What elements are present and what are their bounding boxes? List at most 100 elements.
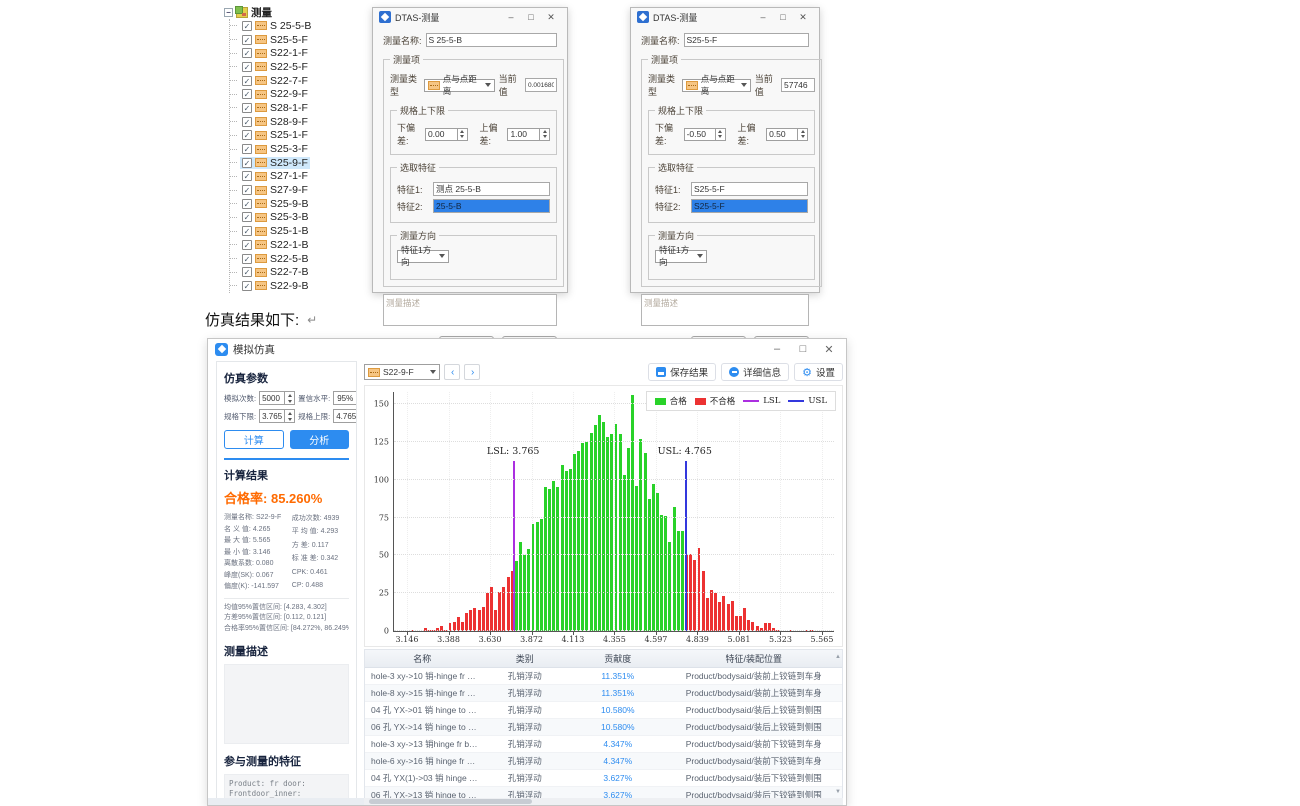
tree-item[interactable]: ✓S27-9-F xyxy=(230,183,359,197)
tree-item[interactable]: ✓S27-1-F xyxy=(230,170,359,184)
checkbox-checked-icon[interactable]: ✓ xyxy=(242,254,252,264)
checkbox-checked-icon[interactable]: ✓ xyxy=(242,144,252,154)
maximize-icon[interactable] xyxy=(793,343,813,356)
tree-item[interactable]: ✓S25-5-F xyxy=(230,33,359,47)
calculate-button[interactable]: 计算 xyxy=(224,430,284,449)
table-header-cell[interactable]: 类别 xyxy=(479,652,570,665)
measure-name-input[interactable] xyxy=(684,33,809,47)
spinner-arrows-icon[interactable] xyxy=(797,129,807,140)
table-row[interactable]: 04 孔 YX->01 销 hinge to bo...孔销浮动10.580%P… xyxy=(365,702,842,719)
settings-button[interactable]: 设置 xyxy=(794,363,843,381)
maximize-icon[interactable] xyxy=(521,12,541,23)
table-header-cell[interactable]: 特征/装配位置 xyxy=(665,652,841,665)
checkbox-checked-icon[interactable]: ✓ xyxy=(242,185,252,195)
close-icon[interactable] xyxy=(793,12,813,23)
tree-item[interactable]: ✓S 25-5-B xyxy=(230,19,359,33)
dialog-titlebar[interactable]: DTAS-测量 xyxy=(631,8,819,26)
tree-item[interactable]: ✓S22-7-F xyxy=(230,74,359,88)
runs-spinner[interactable]: 5000 xyxy=(259,391,295,405)
checkbox-checked-icon[interactable]: ✓ xyxy=(242,62,252,72)
table-row[interactable]: 06 孔 YX->13 销 hinge to bo...孔销浮动3.627%Pr… xyxy=(365,787,842,798)
spinner-arrows-icon[interactable] xyxy=(284,392,294,404)
prev-measure-button[interactable]: ‹ xyxy=(444,364,460,380)
tree-item[interactable]: ✓S25-3-B xyxy=(230,211,359,225)
table-header-cell[interactable]: 贡献度 xyxy=(570,652,665,665)
checkbox-checked-icon[interactable]: ✓ xyxy=(242,199,252,209)
checkbox-checked-icon[interactable]: ✓ xyxy=(242,130,252,140)
table-row[interactable]: 04 孔 YX(1)->03 销 hinge to ...孔销浮动3.627%P… xyxy=(365,770,842,787)
spinner-arrows-icon[interactable] xyxy=(284,410,294,422)
next-measure-button[interactable]: › xyxy=(464,364,480,380)
spec-lower-spinner[interactable]: 3.765 xyxy=(259,409,295,423)
measure-description-input[interactable] xyxy=(641,294,809,326)
checkbox-checked-icon[interactable]: ✓ xyxy=(242,240,252,250)
feature1-field[interactable] xyxy=(433,182,550,196)
checkbox-checked-icon[interactable]: ✓ xyxy=(242,48,252,58)
table-row[interactable]: hole-3 xy->10 销-hinge fr bo...孔销浮动11.351… xyxy=(365,668,842,685)
spinner-arrows-icon[interactable] xyxy=(715,129,725,140)
lower-deviation-spinner[interactable]: -0.50 xyxy=(684,128,726,141)
checkbox-checked-icon[interactable]: ✓ xyxy=(242,212,252,222)
tree-root-node[interactable]: − 测量 xyxy=(224,5,359,19)
scroll-down-icon[interactable]: ▼ xyxy=(835,789,841,795)
checkbox-checked-icon[interactable]: ✓ xyxy=(242,76,252,86)
checkbox-checked-icon[interactable]: ✓ xyxy=(242,117,252,127)
checkbox-checked-icon[interactable]: ✓ xyxy=(242,226,252,236)
feature2-field[interactable] xyxy=(433,199,550,213)
measure-type-select[interactable]: 点与点距离 xyxy=(424,79,495,92)
checkbox-checked-icon[interactable]: ✓ xyxy=(242,35,252,45)
checkbox-checked-icon[interactable]: ✓ xyxy=(242,267,252,277)
horizontal-scrollbar[interactable] xyxy=(364,798,843,805)
checkbox-checked-icon[interactable]: ✓ xyxy=(242,89,252,99)
tree-item[interactable]: ✓S25-9-B xyxy=(230,197,359,211)
upper-deviation-spinner[interactable]: 1.00 xyxy=(507,128,550,141)
tree-collapse-icon[interactable]: − xyxy=(224,8,233,17)
dialog-titlebar[interactable]: DTAS-测量 xyxy=(373,8,567,26)
checkbox-checked-icon[interactable]: ✓ xyxy=(242,171,252,181)
table-row[interactable]: hole-6 xy->16 销 hinge fr bo...孔销浮动4.347%… xyxy=(365,753,842,770)
tree-item[interactable]: ✓S25-1-F xyxy=(230,129,359,143)
upper-deviation-spinner[interactable]: 0.50 xyxy=(766,128,808,141)
checkbox-checked-icon[interactable]: ✓ xyxy=(242,158,252,168)
measure-select[interactable]: S22-9-F xyxy=(364,364,440,380)
tree-item[interactable]: ✓S28-9-F xyxy=(230,115,359,129)
maximize-icon[interactable] xyxy=(773,12,793,23)
tree-item[interactable]: ✓S25-9-F xyxy=(230,156,359,170)
feature2-field[interactable] xyxy=(691,199,808,213)
scroll-up-icon[interactable]: ▲ xyxy=(835,654,841,660)
tree-item[interactable]: ✓S22-1-F xyxy=(230,46,359,60)
tree-item[interactable]: ✓S25-3-F xyxy=(230,142,359,156)
checkbox-checked-icon[interactable]: ✓ xyxy=(242,281,252,291)
measure-type-select[interactable]: 点与点距离 xyxy=(682,79,751,92)
tree-item[interactable]: ✓S28-1-F xyxy=(230,101,359,115)
tree-item[interactable]: ✓S25-1-B xyxy=(230,224,359,238)
checkbox-checked-icon[interactable]: ✓ xyxy=(242,103,252,113)
minimize-icon[interactable] xyxy=(767,343,787,356)
current-value-field[interactable] xyxy=(525,78,557,92)
close-icon[interactable] xyxy=(819,343,839,356)
tree-item[interactable]: ✓S22-5-B xyxy=(230,252,359,266)
confidence-select[interactable]: 95% xyxy=(333,391,357,405)
table-row[interactable]: hole-3 xy->13 销hinge fr bo...孔销浮动4.347%P… xyxy=(365,736,842,753)
spinner-arrows-icon[interactable] xyxy=(539,129,549,140)
table-row[interactable]: 06 孔 YX->14 销 hinge to bo...孔销浮动10.580%P… xyxy=(365,719,842,736)
minimize-icon[interactable] xyxy=(501,12,521,23)
save-results-button[interactable]: 保存结果 xyxy=(648,363,716,381)
tree-item[interactable]: ✓S22-1-B xyxy=(230,238,359,252)
spec-upper-spinner[interactable]: 4.765 xyxy=(333,409,357,423)
current-value-field[interactable] xyxy=(781,78,815,92)
tree-item[interactable]: ✓S22-7-B xyxy=(230,265,359,279)
measure-name-input[interactable] xyxy=(426,33,557,47)
direction-select[interactable]: 特征1方向 xyxy=(655,250,707,263)
table-header-cell[interactable]: 名称 xyxy=(365,652,479,665)
direction-select[interactable]: 特征1方向 xyxy=(397,250,449,263)
tree-item[interactable]: ✓S22-5-F xyxy=(230,60,359,74)
tree-item[interactable]: ✓S22-9-F xyxy=(230,87,359,101)
spinner-arrows-icon[interactable] xyxy=(457,129,467,140)
tree-item[interactable]: ✓S22-9-B xyxy=(230,279,359,293)
analyze-button[interactable]: 分析 xyxy=(290,430,350,449)
lower-deviation-spinner[interactable]: 0.00 xyxy=(425,128,468,141)
table-row[interactable]: hole-8 xy->15 销-hinge fr bo...孔销浮动11.351… xyxy=(365,685,842,702)
checkbox-checked-icon[interactable]: ✓ xyxy=(242,21,252,31)
detail-info-button[interactable]: 详细信息 xyxy=(721,363,789,381)
